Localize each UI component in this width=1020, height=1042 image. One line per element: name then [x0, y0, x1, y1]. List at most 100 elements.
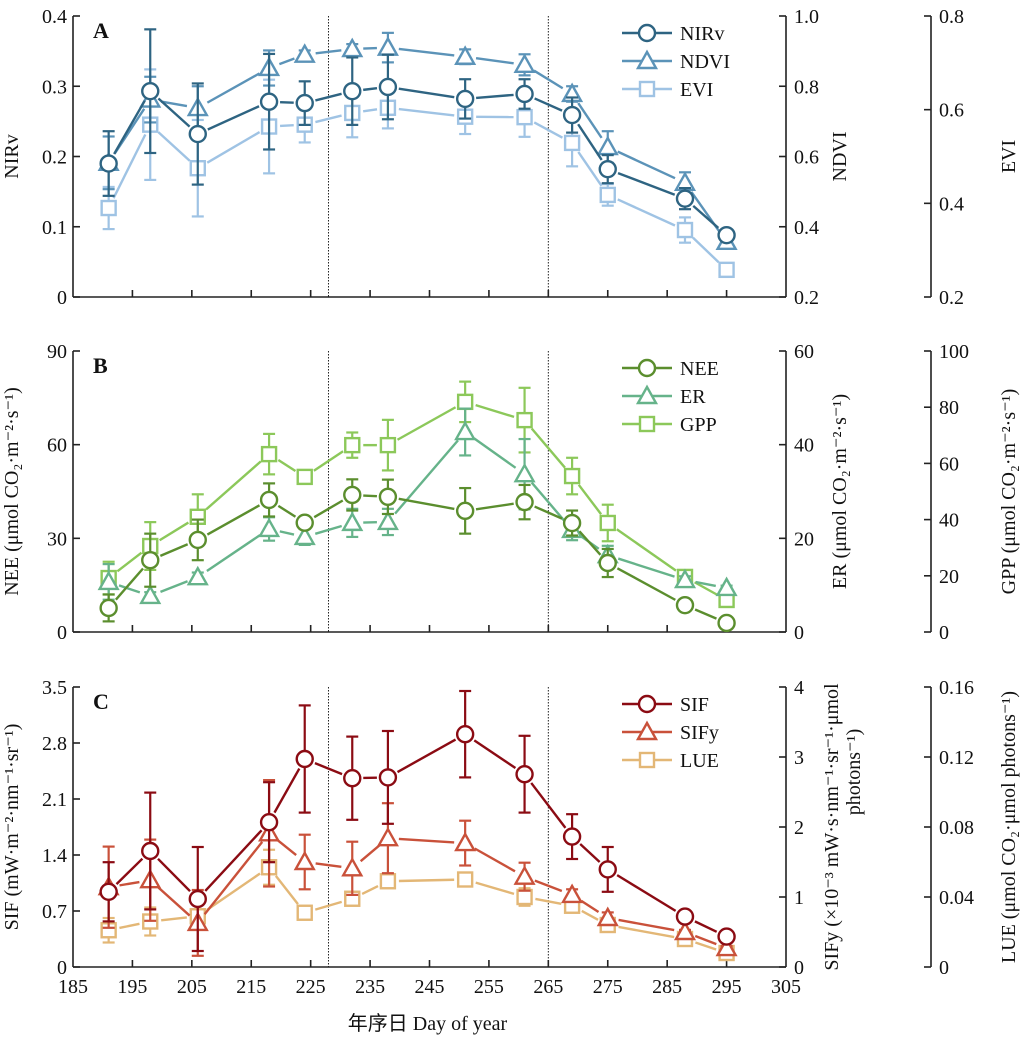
data-point-gpp	[563, 467, 581, 485]
series-line-segment	[577, 151, 603, 187]
series-line-segment	[475, 403, 515, 419]
right1-axis-title: NDVI	[829, 132, 851, 182]
data-point-nee	[455, 501, 475, 521]
data-point-evi	[599, 186, 616, 204]
series-line-segment	[274, 875, 299, 905]
data-point-sif	[259, 813, 279, 832]
series-line-segment	[112, 133, 147, 199]
data-point-sif	[99, 882, 118, 901]
series-line-segment	[279, 530, 295, 536]
series-line-segment	[577, 102, 603, 139]
data-point-sify	[341, 856, 364, 877]
left-axis-title: NEE (μmol CO₂·m⁻²·s⁻¹)	[1, 387, 23, 596]
right1-y-tick-label: 0.2	[794, 287, 819, 309]
legend-label: NDVI	[680, 51, 730, 73]
data-point-sify	[673, 920, 697, 941]
data-point-er	[139, 584, 162, 605]
data-point-sify	[715, 936, 738, 957]
data-point-nee	[598, 553, 617, 573]
right1-y-tick-label: 0	[794, 622, 804, 644]
legend-marker-triangle-icon	[635, 49, 659, 70]
data-point-nee	[188, 530, 207, 550]
series-line-segment	[205, 460, 262, 511]
data-point-lue	[379, 873, 397, 890]
data-point-nirv	[259, 92, 279, 111]
right2-y-tick-label: 0.2	[939, 287, 964, 309]
data-point-nirv	[562, 105, 582, 125]
series-line-segment	[119, 880, 140, 887]
legend-label: ER	[680, 386, 706, 408]
series-line-segment	[535, 897, 562, 905]
data-point-nee	[378, 487, 398, 507]
data-point-gpp	[456, 393, 474, 411]
left-y-tick-label: 0.2	[42, 147, 67, 169]
x-tick-label: 215	[236, 976, 266, 998]
left-y-tick-label: 60	[47, 435, 67, 457]
x-tick-label: 245	[415, 976, 445, 998]
series-line-segment	[277, 504, 297, 518]
series-line-segment	[475, 881, 515, 896]
left-y-tick-label: 0.4	[42, 6, 67, 28]
data-point-nee	[515, 492, 534, 512]
series-line-segment	[475, 57, 514, 65]
x-tick-label: 255	[474, 976, 504, 998]
x-tick-label: 285	[652, 976, 682, 998]
series-line-segment	[616, 528, 677, 572]
series-line-segment	[617, 557, 675, 578]
series-line-segment	[161, 916, 187, 922]
legend: NIRv NDVI EVI	[622, 23, 730, 101]
series-line-segment	[115, 857, 144, 885]
series-line-segment	[314, 900, 343, 911]
right2-y-tick-label: 60	[939, 453, 959, 475]
series-line-segment	[206, 534, 261, 573]
data-point-er	[454, 420, 477, 441]
data-point-nirv	[295, 93, 314, 113]
series-line-segment	[398, 837, 455, 844]
data-point-evi	[676, 221, 694, 239]
legend-marker-triangle-icon	[635, 384, 659, 405]
series-line-segment	[315, 862, 342, 869]
series-gpp	[100, 380, 735, 609]
series-line-segment	[279, 124, 294, 128]
legend-marker-circle-icon	[637, 358, 657, 378]
left-axis-title: NIRv	[1, 134, 23, 178]
legend-item: SIF	[622, 694, 709, 716]
right2-axis-title: GPP (μmol CO₂·m⁻²·s⁻¹)	[998, 389, 1020, 595]
x-tick-label: 195	[117, 976, 147, 998]
panel-letter: A	[93, 18, 109, 43]
series-line-segment	[314, 524, 343, 535]
left-y-tick-label: 90	[47, 341, 67, 363]
left-y-tick-label: 0.7	[42, 901, 67, 923]
right2-y-tick-label: 0.16	[939, 677, 974, 699]
series-line-segment	[694, 934, 717, 946]
series-line-segment	[313, 499, 344, 519]
legend-marker-square-icon	[638, 80, 656, 98]
series-line-segment	[475, 502, 514, 511]
series-line-segment	[398, 878, 455, 883]
data-point-sify	[293, 850, 316, 871]
series-line-segment	[276, 839, 297, 857]
series-line-segment	[530, 481, 566, 523]
series-line-segment	[359, 844, 381, 863]
series-line-segment	[578, 530, 602, 556]
legend-item: NEE	[622, 358, 719, 380]
series-line-segment	[695, 941, 717, 951]
right1-axis-title-line2: photons⁻¹)	[843, 729, 865, 816]
right1-y-tick-label: 20	[794, 528, 814, 550]
data-point-lue	[456, 871, 474, 888]
series-line-segment	[159, 543, 189, 557]
right2-y-tick-label: 20	[939, 566, 959, 588]
series-line-segment	[618, 918, 675, 932]
legend-item: GPP	[622, 414, 717, 436]
left-y-tick-label: 2.8	[42, 733, 67, 755]
data-point-sif	[455, 725, 475, 744]
data-point-nee	[717, 613, 736, 633]
series-line-segment	[315, 92, 342, 102]
data-point-ndvi	[293, 43, 316, 63]
data-point-sif	[378, 768, 398, 787]
data-point-nee	[141, 550, 160, 570]
x-tick-label: 225	[296, 976, 326, 998]
legend-marker-square-icon	[638, 751, 656, 769]
right1-axis-title: SIFy (×10⁻³ mW·s·nm⁻¹·sr⁻¹·μmol	[821, 683, 843, 971]
data-point-sif	[562, 827, 582, 846]
